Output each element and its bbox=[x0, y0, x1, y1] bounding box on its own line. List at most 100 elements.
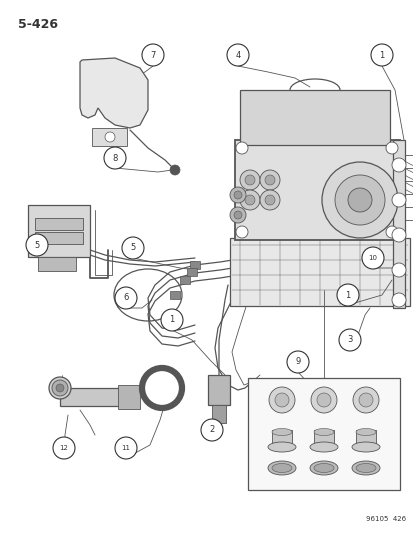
Ellipse shape bbox=[309, 442, 337, 452]
Circle shape bbox=[38, 240, 46, 248]
Bar bbox=[170, 291, 180, 299]
Circle shape bbox=[235, 142, 247, 154]
Circle shape bbox=[233, 211, 242, 219]
Ellipse shape bbox=[267, 442, 295, 452]
Bar bbox=[271, 430, 291, 445]
Circle shape bbox=[361, 247, 383, 269]
Polygon shape bbox=[80, 58, 147, 128]
Circle shape bbox=[244, 175, 254, 185]
Ellipse shape bbox=[309, 461, 337, 475]
Text: 9: 9 bbox=[294, 358, 300, 367]
Circle shape bbox=[53, 437, 75, 459]
Bar bbox=[38, 257, 76, 271]
Circle shape bbox=[259, 170, 279, 190]
Circle shape bbox=[385, 226, 397, 238]
Ellipse shape bbox=[355, 429, 375, 435]
Circle shape bbox=[268, 387, 294, 413]
Circle shape bbox=[170, 165, 180, 175]
Circle shape bbox=[115, 287, 137, 309]
Circle shape bbox=[230, 187, 245, 203]
Circle shape bbox=[235, 226, 247, 238]
Circle shape bbox=[26, 234, 48, 256]
Circle shape bbox=[52, 380, 68, 396]
Text: 3: 3 bbox=[347, 335, 352, 344]
Text: 5: 5 bbox=[34, 240, 40, 249]
Bar bbox=[92, 128, 127, 146]
Bar bbox=[355, 430, 375, 445]
Circle shape bbox=[338, 329, 360, 351]
Bar bbox=[187, 268, 197, 276]
Circle shape bbox=[264, 175, 274, 185]
Circle shape bbox=[391, 228, 405, 242]
Text: 5: 5 bbox=[130, 244, 135, 253]
Text: 1: 1 bbox=[344, 290, 350, 300]
Circle shape bbox=[391, 263, 405, 277]
Circle shape bbox=[286, 351, 308, 373]
Circle shape bbox=[391, 193, 405, 207]
Circle shape bbox=[334, 175, 384, 225]
Circle shape bbox=[115, 437, 137, 459]
Circle shape bbox=[105, 132, 115, 142]
Text: 1: 1 bbox=[378, 51, 384, 60]
Circle shape bbox=[259, 190, 279, 210]
Circle shape bbox=[352, 387, 378, 413]
Circle shape bbox=[240, 190, 259, 210]
Circle shape bbox=[233, 191, 242, 199]
Circle shape bbox=[161, 309, 183, 331]
Text: 6: 6 bbox=[123, 294, 128, 303]
Bar bbox=[235, 140, 399, 240]
Text: 11: 11 bbox=[121, 445, 130, 451]
Circle shape bbox=[358, 393, 372, 407]
Ellipse shape bbox=[351, 461, 379, 475]
Text: 10: 10 bbox=[368, 255, 377, 261]
Text: 5-426: 5-426 bbox=[18, 18, 58, 31]
Circle shape bbox=[336, 284, 358, 306]
Bar bbox=[35, 218, 83, 230]
Circle shape bbox=[274, 393, 288, 407]
Bar bbox=[247, 378, 399, 490]
Bar bbox=[211, 405, 225, 423]
Ellipse shape bbox=[313, 464, 333, 472]
Text: 8: 8 bbox=[112, 154, 117, 163]
Bar bbox=[60, 388, 120, 406]
Circle shape bbox=[385, 142, 397, 154]
Circle shape bbox=[370, 44, 392, 66]
Text: 1: 1 bbox=[169, 316, 174, 325]
Bar bbox=[35, 232, 83, 244]
Circle shape bbox=[201, 419, 223, 441]
Bar bbox=[180, 276, 190, 284]
Circle shape bbox=[56, 384, 64, 392]
Circle shape bbox=[226, 44, 248, 66]
Circle shape bbox=[321, 162, 397, 238]
Bar bbox=[230, 238, 409, 306]
Circle shape bbox=[240, 170, 259, 190]
Circle shape bbox=[264, 195, 274, 205]
Circle shape bbox=[244, 195, 254, 205]
Bar bbox=[190, 261, 199, 269]
Circle shape bbox=[142, 44, 164, 66]
Ellipse shape bbox=[267, 461, 295, 475]
Ellipse shape bbox=[271, 464, 291, 472]
Circle shape bbox=[391, 293, 405, 307]
Text: 7: 7 bbox=[150, 51, 155, 60]
Ellipse shape bbox=[313, 429, 333, 435]
Circle shape bbox=[104, 147, 126, 169]
Text: 4: 4 bbox=[235, 51, 240, 60]
Bar bbox=[240, 90, 389, 145]
Bar bbox=[118, 385, 140, 409]
Text: 12: 12 bbox=[59, 445, 68, 451]
Bar bbox=[313, 430, 333, 445]
Ellipse shape bbox=[49, 377, 71, 399]
Ellipse shape bbox=[271, 429, 291, 435]
Ellipse shape bbox=[351, 442, 379, 452]
Circle shape bbox=[122, 237, 144, 259]
Ellipse shape bbox=[355, 464, 375, 472]
Circle shape bbox=[391, 158, 405, 172]
Bar bbox=[392, 140, 404, 308]
Circle shape bbox=[347, 188, 371, 212]
Bar bbox=[28, 205, 90, 257]
Text: 2: 2 bbox=[209, 425, 214, 434]
Circle shape bbox=[310, 387, 336, 413]
Bar bbox=[207, 375, 230, 405]
Circle shape bbox=[230, 207, 245, 223]
